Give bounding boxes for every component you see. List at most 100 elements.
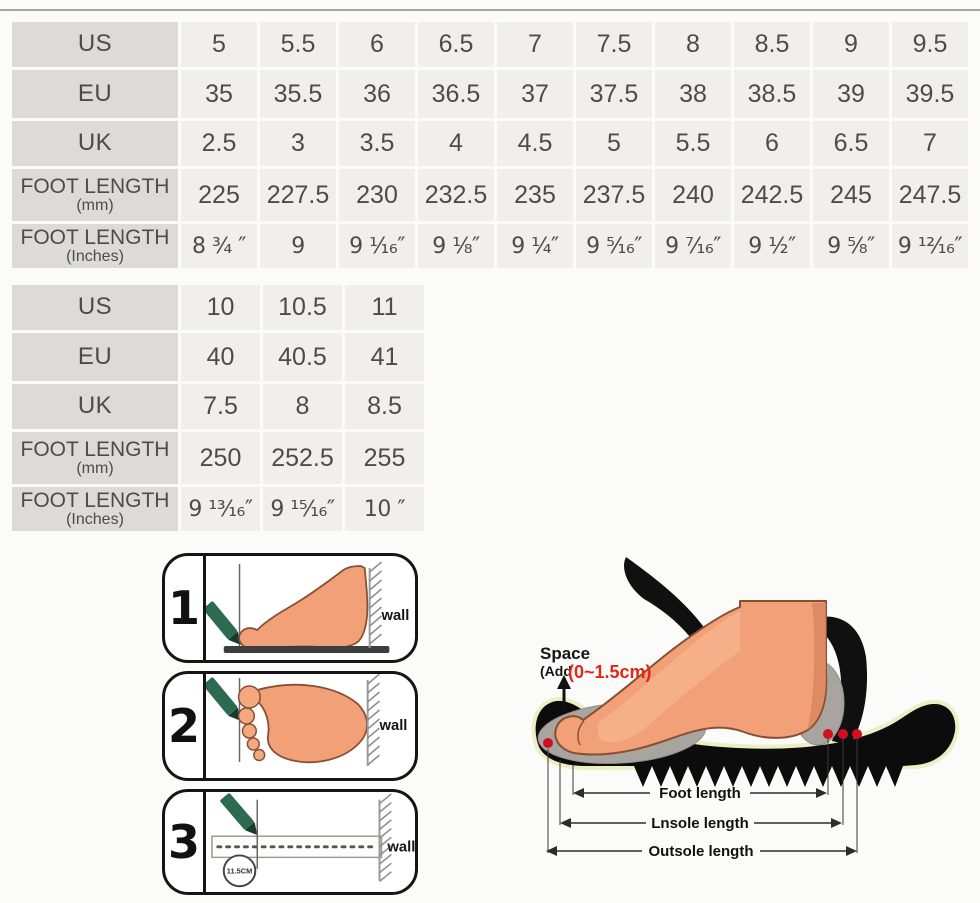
- arrowhead-left: [560, 818, 571, 828]
- row-header-eu: EU: [12, 70, 178, 118]
- size-cell: 7.5: [181, 384, 260, 429]
- size-cell: 6.5: [813, 121, 889, 166]
- space-label: Space: [540, 644, 590, 663]
- step-number-1: 1: [165, 556, 206, 660]
- size-cell: 5: [181, 22, 257, 67]
- size-cell: 7: [892, 121, 968, 166]
- size-cell: 5.5: [260, 22, 336, 67]
- row-header-label: FOOT LENGTH: [20, 488, 170, 512]
- size-cell: 252.5: [263, 432, 342, 484]
- row-header-label: FOOT LENGTH: [20, 437, 170, 461]
- up-arrow-head: [557, 675, 571, 689]
- pencil-icon: [220, 793, 258, 835]
- foot-side-view: [238, 565, 369, 650]
- row-header-eu: EU: [12, 333, 178, 381]
- size-cell: 2.5: [181, 121, 257, 166]
- size-cell: 36.5: [418, 70, 494, 118]
- red-marker-dot: [838, 729, 848, 739]
- arrowhead-left: [573, 788, 584, 798]
- size-cell: 9 ¹⁄₂″: [734, 224, 810, 268]
- arrowhead-right: [816, 788, 827, 798]
- wall-label: wall: [380, 608, 409, 624]
- row-header-label: US: [77, 293, 113, 321]
- size-cell: 9 ¹⁄₁₆″: [339, 224, 415, 268]
- size-cell: 35: [181, 70, 257, 118]
- floor-line: [223, 646, 390, 653]
- size-cell: 240: [655, 169, 731, 221]
- measure-step-2-illustration: wall: [206, 674, 407, 766]
- size-cell: 37: [497, 70, 573, 118]
- row-header-label: US: [77, 30, 113, 58]
- size-cell: 7: [497, 22, 573, 67]
- size-cell: 232.5: [418, 169, 494, 221]
- size-cell: 247.5: [892, 169, 968, 221]
- shoe-heel-silhouette: [802, 616, 868, 745]
- size-cell: 38.5: [734, 70, 810, 118]
- size-cell: 9 ¹⁄₄″: [497, 224, 573, 268]
- size-cell: 250: [181, 432, 260, 484]
- size-cell: 9 ⁵⁄₁₆″: [576, 224, 652, 268]
- measurement-callout-circle: [222, 854, 257, 888]
- space-value: (0~1.5cm): [568, 662, 652, 682]
- size-cell: 35.5: [260, 70, 336, 118]
- size-cell: 5.5: [655, 121, 731, 166]
- insole-length-label: Lnsole length: [651, 815, 749, 832]
- foot-length-label: Foot length: [659, 785, 741, 802]
- size-cell: 8.5: [345, 384, 424, 429]
- space-add-label: (Add: [540, 663, 572, 679]
- row-header-foot-length: FOOT LENGTH (mm): [12, 432, 178, 484]
- size-cell: 10 ″: [345, 487, 424, 531]
- row-header-us: US: [12, 285, 178, 330]
- row-header-label: FOOT LENGTH: [20, 225, 170, 249]
- size-cell: 242.5: [734, 169, 810, 221]
- size-cell: 5: [576, 121, 652, 166]
- row-header-sublabel: (Inches): [66, 248, 124, 266]
- measure-step-3: 3 11.5CM wall: [162, 789, 418, 895]
- row-header-uk: UK: [12, 121, 178, 166]
- row-header-sublabel: (mm): [76, 460, 114, 478]
- measure-step-1: 1 wall: [162, 553, 418, 663]
- pencil-icon: [206, 677, 241, 721]
- foot-shading: [807, 603, 827, 730]
- size-cell: 8: [263, 384, 342, 429]
- size-cell: 8: [655, 22, 731, 67]
- step-number-3: 3: [165, 792, 206, 892]
- size-cell: 9: [813, 22, 889, 67]
- size-cell: 237.5: [576, 169, 652, 221]
- size-cell: 37.5: [576, 70, 652, 118]
- measure-step-2: 2 wall: [162, 671, 418, 781]
- outsole-length-label: Outsole length: [649, 843, 754, 860]
- size-cell: 8.5: [734, 22, 810, 67]
- size-cell: 7.5: [576, 22, 652, 67]
- big-toe: [237, 685, 261, 709]
- size-cell: 245: [813, 169, 889, 221]
- size-cell: 4: [418, 121, 494, 166]
- wall-hatching: [367, 674, 381, 766]
- size-cell: 230: [339, 169, 415, 221]
- measure-guide-lines: [547, 739, 858, 853]
- toe-detail: [577, 720, 585, 746]
- row-header-label: EU: [77, 79, 113, 107]
- row-header-foot-length: FOOT LENGTH (Inches): [12, 487, 178, 531]
- size-cell: 41: [345, 333, 424, 381]
- row-header-label: FOOT LENGTH: [20, 174, 170, 198]
- size-cell: 6: [734, 121, 810, 166]
- red-marker-dot: [823, 729, 833, 739]
- size-cell: 3: [260, 121, 336, 166]
- size-chart-table-primary: US 5 5.5 6 6.5 7 7.5 8 8.5 9 9.5 EU 35 35.5 36 36.5 37 37…: [12, 22, 968, 268]
- size-cell: 36: [339, 70, 415, 118]
- size-chart-table-secondary: US 10 10.5 11 EU 40 40.5 41 UK 7.5 8 8.5 FOOT LENGTH…: [12, 285, 424, 531]
- arrowhead-left: [546, 846, 557, 856]
- size-cell: 255: [345, 432, 424, 484]
- size-cell: 6.5: [418, 22, 494, 67]
- size-cell: 235: [497, 169, 573, 221]
- wall-hatching: [379, 793, 392, 883]
- toe: [253, 748, 266, 762]
- size-cell: 227.5: [260, 169, 336, 221]
- foot-measurement-diagram: Space (Add (0~1.5cm) Foot length Lnsole …: [531, 557, 960, 860]
- row-header-label: EU: [77, 342, 113, 370]
- row-header-label: UK: [77, 129, 113, 157]
- foot-top-view: [256, 683, 368, 764]
- size-cell: 9: [260, 224, 336, 268]
- wall-hatching: [369, 561, 382, 645]
